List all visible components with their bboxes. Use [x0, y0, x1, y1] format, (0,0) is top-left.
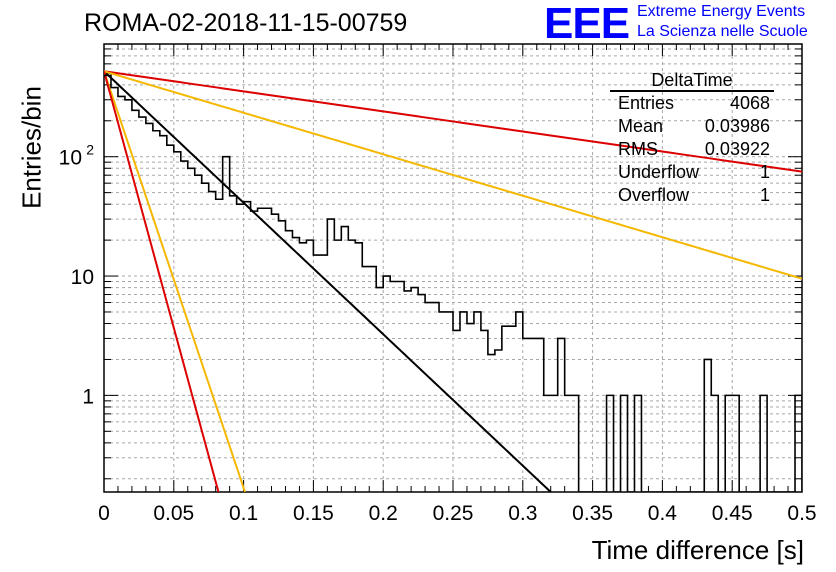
stats-key: RMS [618, 139, 658, 159]
stats-row-mean: Mean 0.03986 [610, 115, 778, 138]
x-tick-label: 0.5 [787, 502, 816, 525]
histogram-steps [104, 74, 802, 492]
y-axis-label: Entries/bin [0, 86, 58, 209]
eee-logo: EEE [544, 0, 630, 48]
eee-logo-mark: EEE [544, 0, 630, 48]
logo-line-2: La Scienza nelle Scuole [637, 23, 808, 40]
fit-curve [104, 71, 220, 492]
stats-value: 1 [759, 185, 770, 205]
stats-value: 0.03922 [704, 139, 770, 159]
stats-key: Overflow [618, 185, 690, 205]
stats-value: 4068 [729, 93, 770, 113]
x-tick-label: 0.35 [572, 502, 613, 525]
stats-row-overflow: Overflow 1 [610, 184, 778, 207]
stats-key: Entries [618, 93, 675, 113]
fit-curve [104, 70, 802, 173]
stats-row-entries: Entries 4068 [610, 92, 778, 115]
fit-curve [104, 70, 552, 492]
fit-curve [104, 70, 802, 280]
stats-value: 1 [759, 162, 770, 182]
x-tick-label: 0.1 [229, 502, 258, 525]
x-tick-label: 0 [98, 502, 110, 525]
x-tick-label: 0.4 [648, 502, 678, 525]
x-axis-label: Time difference [s] [591, 535, 804, 565]
stats-title: DeltaTime [610, 70, 774, 92]
y-tick-label: 1 [82, 385, 94, 408]
y-tick-label: 10 [59, 147, 82, 170]
x-tick-label: 0.3 [508, 502, 537, 525]
x-tick-label: 0.05 [153, 502, 194, 525]
x-tick-label: 0.25 [433, 502, 474, 525]
x-tick-label: 0.15 [293, 502, 334, 525]
stats-key: Underflow [618, 162, 700, 182]
stats-row-rms: RMS 0.03922 [610, 138, 778, 161]
chart-title: ROMA-02-2018-11-15-00759 [84, 9, 408, 37]
y-axis-label-text: Entries/bin [16, 86, 47, 209]
x-tick-label: 0.2 [369, 502, 398, 525]
stats-key: Mean [618, 116, 664, 136]
fit-curve [104, 70, 246, 492]
stats-value: 0.03986 [704, 116, 770, 136]
y-tick-label-exponent: 2 [86, 142, 94, 158]
logo-line-1: Extreme Energy Events [637, 3, 806, 20]
y-tick-label: 10 [71, 266, 94, 289]
stats-row-underflow: Underflow 1 [610, 161, 778, 184]
x-tick-label: 0.45 [712, 502, 753, 525]
stats-box: DeltaTime Entries 4068 Mean 0.03986 RMS … [610, 70, 778, 207]
